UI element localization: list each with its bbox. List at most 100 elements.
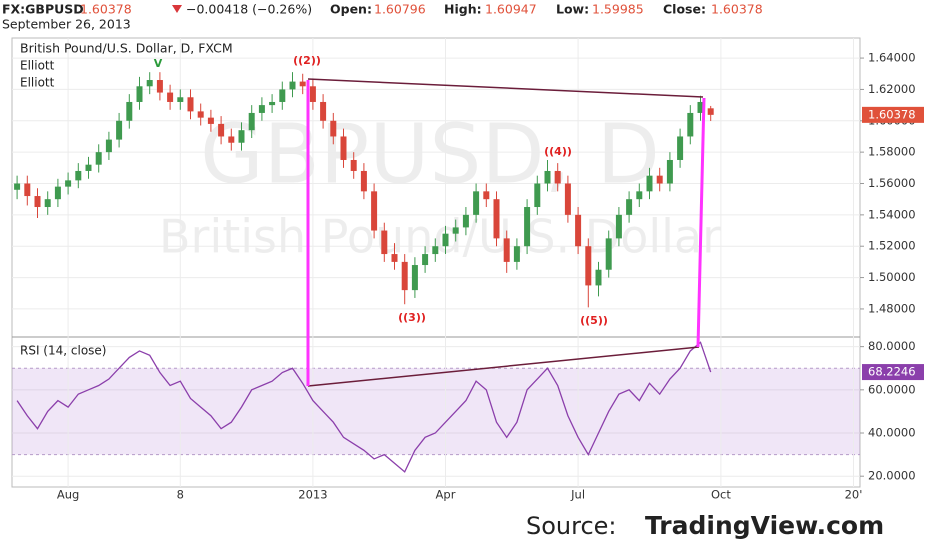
candle-body <box>14 183 21 190</box>
candle-body <box>156 80 163 93</box>
x-tick-label: Jul <box>570 488 585 502</box>
close-label: Close: <box>663 2 706 17</box>
candle-body <box>248 112 255 131</box>
candle-body <box>289 81 296 90</box>
y-tick-label: 60.0000 <box>868 382 916 396</box>
candle-body <box>330 120 337 137</box>
candle-body <box>554 170 561 184</box>
watermark: GBPUSD, D <box>200 107 660 202</box>
last-value-box <box>862 106 924 123</box>
candle-body <box>24 183 31 197</box>
y-tick-label: 80.0000 <box>868 339 916 353</box>
rsi-line <box>16 341 712 473</box>
x-tick-label: 8 <box>177 488 184 502</box>
candle-body <box>299 81 306 87</box>
low-label: Low: <box>556 2 589 17</box>
candle-body <box>697 101 704 113</box>
y-tick-label: 1.58000 <box>868 145 916 159</box>
candle-body <box>360 170 367 192</box>
candle-body <box>666 159 673 184</box>
candle-body <box>687 112 694 137</box>
y-tick-label: 1.54000 <box>868 207 916 221</box>
candle-body <box>493 199 500 239</box>
candle-body <box>167 92 174 102</box>
candle-body <box>218 123 225 137</box>
candle-body <box>391 254 398 262</box>
high-label: High: <box>444 2 482 17</box>
plot-frame <box>11 37 861 488</box>
candle-body <box>65 180 72 187</box>
x-tick-label: 20' <box>845 488 863 502</box>
y-tick-label: 20.0000 <box>868 469 916 483</box>
candle-body <box>595 269 602 286</box>
candle-body <box>646 175 653 192</box>
candle-body <box>483 191 490 200</box>
marks <box>14 72 714 473</box>
y-tick-label: 1.48000 <box>868 301 916 315</box>
candle-body <box>228 136 235 143</box>
high: 1.60947 <box>485 2 537 17</box>
y-tick-label: 1.64000 <box>868 51 916 65</box>
candle-body <box>309 86 316 102</box>
candle-body <box>187 97 194 112</box>
symbol: FX:GBPUSD <box>2 2 84 17</box>
candle-body <box>432 246 439 255</box>
candle-body <box>462 214 469 228</box>
wave-label: ((3)) <box>398 311 426 324</box>
candle-body <box>54 186 61 200</box>
candle-body <box>615 214 622 239</box>
indicator-label: Elliott <box>20 76 55 90</box>
price: 1.60378 <box>80 2 132 17</box>
candle-body <box>677 136 684 160</box>
candle-body <box>75 170 82 181</box>
candle-body <box>411 265 418 291</box>
candle-body <box>564 183 571 215</box>
source-site: TradingView.com <box>645 511 884 540</box>
candle-body <box>473 191 480 215</box>
rsi-title: RSI (14, close) <box>20 344 106 358</box>
candle-body <box>126 101 133 121</box>
candle-body <box>605 238 612 270</box>
candle-body <box>575 214 582 247</box>
candle-body <box>146 80 153 87</box>
candle-body <box>534 183 541 208</box>
x-tick-label: Apr <box>436 488 456 502</box>
candle-body <box>513 246 520 262</box>
x-tick-label: Oct <box>711 488 731 502</box>
candle-body <box>197 111 204 118</box>
candle-body <box>422 254 429 266</box>
chart-title: British Pound/U.S. Dollar, D, FXCM <box>20 41 233 56</box>
candle-body <box>34 196 41 208</box>
candle-body <box>381 230 388 255</box>
candle-body <box>371 191 378 231</box>
last-value-label: 1.60378 <box>868 107 916 121</box>
candle-body <box>626 199 633 215</box>
x-tick-label: 2013 <box>298 488 327 502</box>
candle-body <box>279 89 286 102</box>
wave-label: ((2)) <box>293 54 321 67</box>
y-tick-label: 1.50000 <box>868 270 916 284</box>
candle-body <box>95 152 102 165</box>
candle-body <box>442 233 449 247</box>
candle-body <box>350 159 357 171</box>
y-tick-label: 1.52000 <box>868 239 916 253</box>
wave-label: ((5)) <box>580 314 608 327</box>
candle-body <box>707 108 714 115</box>
candle-body <box>85 164 92 171</box>
candle-body <box>269 101 276 106</box>
trend-line <box>307 346 700 387</box>
wave-label: V <box>154 57 163 70</box>
candle-body <box>207 117 214 124</box>
open-label: Open: <box>330 2 372 17</box>
candle-body <box>656 175 663 184</box>
open: 1.60796 <box>374 2 426 17</box>
y-tick-label: 1.62000 <box>868 82 916 96</box>
candle-body <box>116 120 123 140</box>
candle-body <box>544 170 551 184</box>
candle-body <box>401 261 408 291</box>
change: −0.00418 (−0.26%) <box>186 2 312 17</box>
low: 1.59985 <box>592 2 644 17</box>
candle-body <box>585 246 592 286</box>
rsi-band <box>12 368 860 455</box>
